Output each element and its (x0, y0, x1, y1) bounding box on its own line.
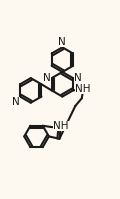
Text: N: N (12, 97, 20, 107)
Text: N: N (58, 37, 66, 47)
Text: NH: NH (75, 85, 91, 95)
Text: N: N (43, 73, 51, 83)
Text: N: N (74, 73, 82, 83)
Text: NH: NH (53, 121, 69, 131)
